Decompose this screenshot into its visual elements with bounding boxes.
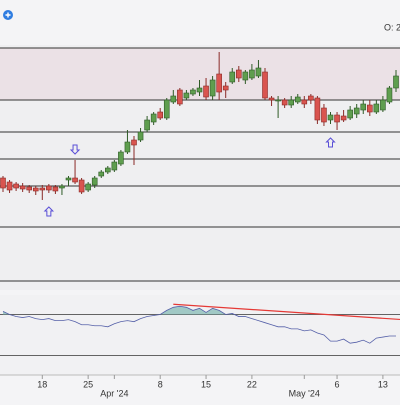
add-icon xyxy=(5,12,11,18)
ohlc-status: O: 2, xyxy=(384,22,400,32)
candle-body xyxy=(275,99,281,102)
candle-body xyxy=(163,99,170,119)
candle-body xyxy=(6,181,13,191)
candle-body xyxy=(203,85,209,98)
indicator-panel xyxy=(0,295,400,375)
candle-body xyxy=(209,79,216,97)
overbought-fill xyxy=(160,306,233,315)
candle-body xyxy=(373,103,380,113)
candle-body xyxy=(386,87,393,103)
candle-body xyxy=(255,67,262,77)
candle-body xyxy=(157,111,163,119)
candle-body xyxy=(111,161,118,171)
candle-body xyxy=(353,107,360,115)
candle-body xyxy=(196,87,203,93)
candle-body xyxy=(268,97,275,101)
candle-body xyxy=(13,183,19,189)
candle-body xyxy=(327,114,334,121)
candle-body xyxy=(222,85,229,91)
signal-arrow xyxy=(69,144,81,155)
x-tick-label: 8 xyxy=(158,379,163,389)
candle-body xyxy=(144,119,150,131)
candle-body xyxy=(216,73,222,93)
candle-body xyxy=(91,177,98,186)
x-tick-label: 15 xyxy=(201,379,211,389)
candle-body xyxy=(301,99,308,105)
candle-body xyxy=(229,71,236,83)
candle-body xyxy=(236,69,242,79)
signal-arrow xyxy=(325,137,336,148)
candle-body xyxy=(65,177,72,181)
candle-body xyxy=(334,114,340,123)
x-tick-label: 22 xyxy=(247,379,257,389)
signal-arrow xyxy=(43,206,55,217)
candle-body xyxy=(150,113,157,123)
candle-body xyxy=(340,115,347,121)
x-tick-label: 6 xyxy=(335,379,340,389)
candle-body xyxy=(393,75,399,89)
x-tick-label: 18 xyxy=(37,379,47,389)
candle-body xyxy=(19,185,26,190)
candle-body xyxy=(32,187,39,192)
x-tick-label: May '24 xyxy=(289,388,320,398)
candle-body xyxy=(59,185,65,189)
candle-body xyxy=(294,96,301,103)
candle-body xyxy=(190,89,196,95)
candle-body xyxy=(78,179,85,193)
candle-body xyxy=(170,95,177,103)
candle-body xyxy=(262,71,268,99)
trend-line xyxy=(173,303,400,321)
candle-body xyxy=(85,183,91,191)
candle-body xyxy=(72,177,78,183)
candle-body xyxy=(242,71,249,81)
candle-body xyxy=(39,187,46,191)
candle-body xyxy=(46,185,52,191)
x-tick-label: 13 xyxy=(378,379,388,389)
candle-body xyxy=(118,151,124,165)
candle-body xyxy=(177,89,183,105)
candle-body xyxy=(137,131,144,141)
candle-body xyxy=(366,104,373,113)
candle-body xyxy=(0,177,6,189)
candle-body xyxy=(26,186,33,191)
candle-body xyxy=(249,69,255,79)
candle-body xyxy=(131,139,137,146)
x-tick-label: Apr '24 xyxy=(100,388,128,398)
x-tick-label: 25 xyxy=(83,379,93,389)
candle-body xyxy=(98,171,105,177)
candle-body xyxy=(380,99,386,111)
candle-body xyxy=(308,95,314,101)
candle-body xyxy=(321,107,327,123)
candle-body xyxy=(183,92,190,99)
candle-body xyxy=(105,167,111,173)
candle-body xyxy=(124,141,131,153)
candle-body xyxy=(281,99,288,106)
candle-body xyxy=(288,99,295,106)
candle-body xyxy=(360,103,367,111)
candle-body xyxy=(52,186,59,192)
indicator-line xyxy=(2,305,396,344)
candle-body xyxy=(314,97,321,121)
candle-body xyxy=(347,109,353,119)
